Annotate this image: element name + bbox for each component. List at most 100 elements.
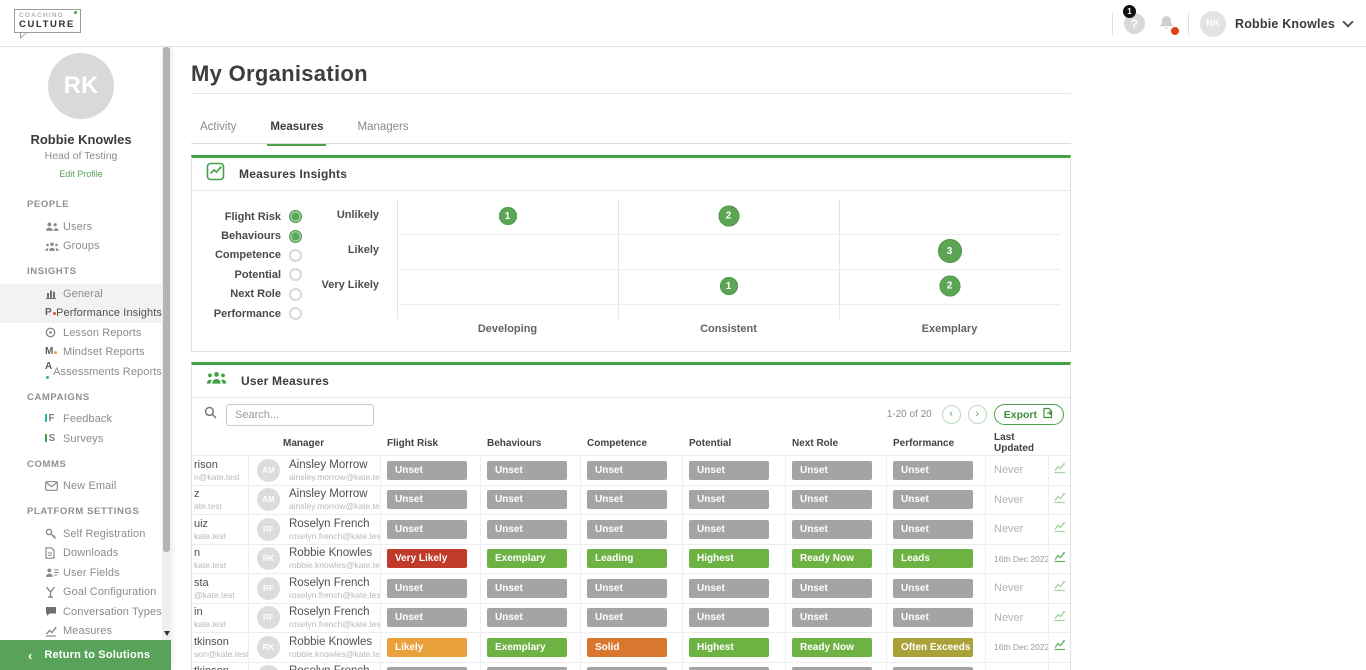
manager-name: Roselyn French bbox=[289, 665, 380, 670]
legend-toggle-behaviours[interactable]: Behaviours bbox=[206, 226, 302, 245]
measure-cell: Solid bbox=[581, 633, 683, 662]
legend-radio-icon[interactable] bbox=[289, 307, 302, 321]
search-input[interactable] bbox=[226, 403, 374, 426]
sidebar-item-mindset-reports[interactable]: M Mindset Reports bbox=[0, 343, 162, 363]
help-button[interactable]: ? 1 bbox=[1122, 5, 1145, 34]
sidebar-item-label: Feedback bbox=[63, 413, 113, 426]
user-name: tkinson bbox=[194, 635, 229, 648]
export-icon bbox=[1042, 407, 1054, 422]
measure-cell: Unset bbox=[887, 485, 986, 514]
sidebar-item-new-email[interactable]: New Email bbox=[0, 477, 162, 497]
sidebar-item-self-registration[interactable]: Self Registration bbox=[0, 524, 162, 544]
view-history-button[interactable] bbox=[1049, 663, 1070, 670]
legend-toggle-competence[interactable]: Competence bbox=[206, 246, 302, 265]
user-cell: rison n@kate.test bbox=[192, 456, 249, 485]
measure-cell: Unset bbox=[887, 603, 986, 632]
sidebar-section-header: PLATFORM SETTINGS bbox=[27, 506, 140, 517]
profile-avatar: RK bbox=[48, 53, 114, 119]
manager-cell: RF Roselyn French roselyn.french@kate.te… bbox=[249, 603, 381, 632]
measure-badge: Unset bbox=[893, 578, 973, 598]
sidebar-item-downloads[interactable]: Downloads bbox=[0, 544, 162, 564]
x-axis-label: Consistent bbox=[700, 323, 757, 335]
legend-radio-icon[interactable] bbox=[289, 210, 302, 224]
measure-badge: Unset bbox=[387, 667, 467, 670]
measure-cell: Exemplary bbox=[481, 544, 581, 573]
chart-bubble[interactable]: 2 bbox=[718, 205, 739, 227]
sidebar-item-groups[interactable]: Groups bbox=[0, 237, 162, 257]
table-header-row: Manager Flight Risk Behaviours Competence Po… bbox=[192, 431, 1070, 456]
tab-activity[interactable]: Activity bbox=[200, 121, 237, 133]
user-measures-panel: User Measures 1-20 of 20 ‹ › Export Mana… bbox=[191, 362, 1071, 670]
view-history-button[interactable] bbox=[1049, 456, 1070, 485]
sidebar-scrollbar-thumb[interactable] bbox=[163, 47, 170, 552]
view-history-button[interactable] bbox=[1049, 574, 1070, 603]
user-name: Robbie Knowles bbox=[1234, 16, 1335, 31]
sidebar-item-label: Mindset Reports bbox=[63, 346, 145, 359]
next-page-button[interactable]: › bbox=[967, 405, 987, 424]
sidebar-item-conversation-types[interactable]: Conversation Types bbox=[0, 602, 162, 622]
sidebar-item-surveys[interactable]: S Surveys bbox=[0, 429, 162, 449]
tab-measures[interactable]: Measures bbox=[267, 109, 327, 146]
legend-toggle-potential[interactable]: Potential bbox=[206, 265, 302, 284]
export-button[interactable]: Export bbox=[993, 404, 1064, 425]
chart-bubble[interactable]: 2 bbox=[939, 275, 960, 297]
view-history-button[interactable] bbox=[1049, 515, 1070, 544]
scroll-down-arrow-icon[interactable] bbox=[162, 628, 171, 638]
legend-radio-icon[interactable] bbox=[289, 229, 302, 243]
legend-radio-icon[interactable] bbox=[289, 287, 302, 301]
pagination-label: 1-20 of 20 bbox=[886, 409, 932, 420]
last-updated-value: 16th Dec 2022 bbox=[994, 642, 1049, 653]
view-history-button[interactable] bbox=[1049, 486, 1070, 515]
tab-managers[interactable]: Managers bbox=[357, 121, 409, 133]
sidebar-item-performance-insights[interactable]: P Performance Insights bbox=[0, 303, 162, 323]
sidebar-item-general[interactable]: General bbox=[0, 284, 162, 304]
sidebar-item-label: Lesson Reports bbox=[63, 326, 142, 339]
legend-radio-icon[interactable] bbox=[289, 248, 302, 262]
measure-cell: Unset bbox=[381, 456, 481, 485]
sidebar-item-measures[interactable]: Measures bbox=[0, 622, 162, 642]
measure-cell: Ready Now bbox=[786, 633, 887, 662]
chart-bubble[interactable]: 1 bbox=[498, 207, 517, 225]
logo-accent-dot bbox=[73, 11, 77, 14]
view-history-button[interactable] bbox=[1049, 545, 1070, 574]
measure-cell: Unset bbox=[887, 662, 986, 670]
sidebar-item-assessments-reports[interactable]: A Assessments Reports bbox=[0, 361, 162, 382]
coaching-culture-logo[interactable]: COACHING CULTURE bbox=[14, 9, 81, 39]
edit-profile-link[interactable]: Edit Profile bbox=[59, 169, 103, 179]
sidebar-item-feedback[interactable]: F Feedback bbox=[0, 410, 162, 430]
page-title: My Organisation bbox=[191, 61, 368, 86]
sidebar-section-header: PEOPLE bbox=[27, 199, 70, 210]
legend-toggle-flight-risk[interactable]: Flight Risk bbox=[206, 207, 302, 226]
user-name: rison bbox=[194, 458, 218, 471]
return-to-solutions-button[interactable]: ‹ Return to Solutions bbox=[0, 640, 171, 670]
manager-cell: AM Ainsley Morrow ainsley.morrow@kate.te… bbox=[249, 456, 381, 485]
gridline bbox=[397, 269, 1060, 270]
sidebar-item-goal-configuration[interactable]: Goal Configuration bbox=[0, 583, 162, 603]
prev-page-button[interactable]: ‹ bbox=[941, 405, 961, 424]
column-header bbox=[192, 431, 249, 455]
user-measures-icon bbox=[206, 371, 227, 391]
measure-badge: Unset bbox=[689, 490, 769, 510]
chart-bubble[interactable]: 1 bbox=[719, 277, 738, 295]
legend-toggle-performance[interactable]: Performance bbox=[206, 304, 302, 323]
manager-cell: RF Roselyn French roselyn.french@kate.te… bbox=[249, 515, 381, 544]
bar-chart-icon bbox=[45, 288, 63, 300]
sidebar-item-users[interactable]: Users bbox=[0, 217, 162, 237]
table-row: in kate.test RF Roselyn French roselyn.fr… bbox=[192, 603, 1070, 633]
legend-radio-icon[interactable] bbox=[289, 268, 302, 282]
sidebar-item-label: Performance Insights bbox=[56, 307, 162, 320]
manager-avatar: RK bbox=[257, 635, 280, 659]
view-history-button[interactable] bbox=[1049, 633, 1070, 662]
table-row: n kate.test RK Robbie Knowles robbie.know… bbox=[192, 544, 1070, 574]
legend-toggle-next-role[interactable]: Next Role bbox=[206, 285, 302, 304]
chart-bubble[interactable]: 3 bbox=[937, 239, 962, 263]
sidebar-item-lesson-reports[interactable]: Lesson Reports bbox=[0, 323, 162, 343]
sidebar-scrollbar[interactable] bbox=[162, 47, 171, 640]
user-menu[interactable]: RK Robbie Knowles bbox=[1199, 10, 1354, 37]
legend-label: Next Role bbox=[230, 288, 281, 301]
sidebar-item-user-fields[interactable]: User Fields bbox=[0, 563, 162, 583]
measure-badge: Unset bbox=[487, 667, 567, 670]
notifications-button[interactable] bbox=[1156, 13, 1179, 35]
view-history-button[interactable] bbox=[1049, 604, 1070, 633]
measure-badge: Unset bbox=[689, 667, 769, 670]
